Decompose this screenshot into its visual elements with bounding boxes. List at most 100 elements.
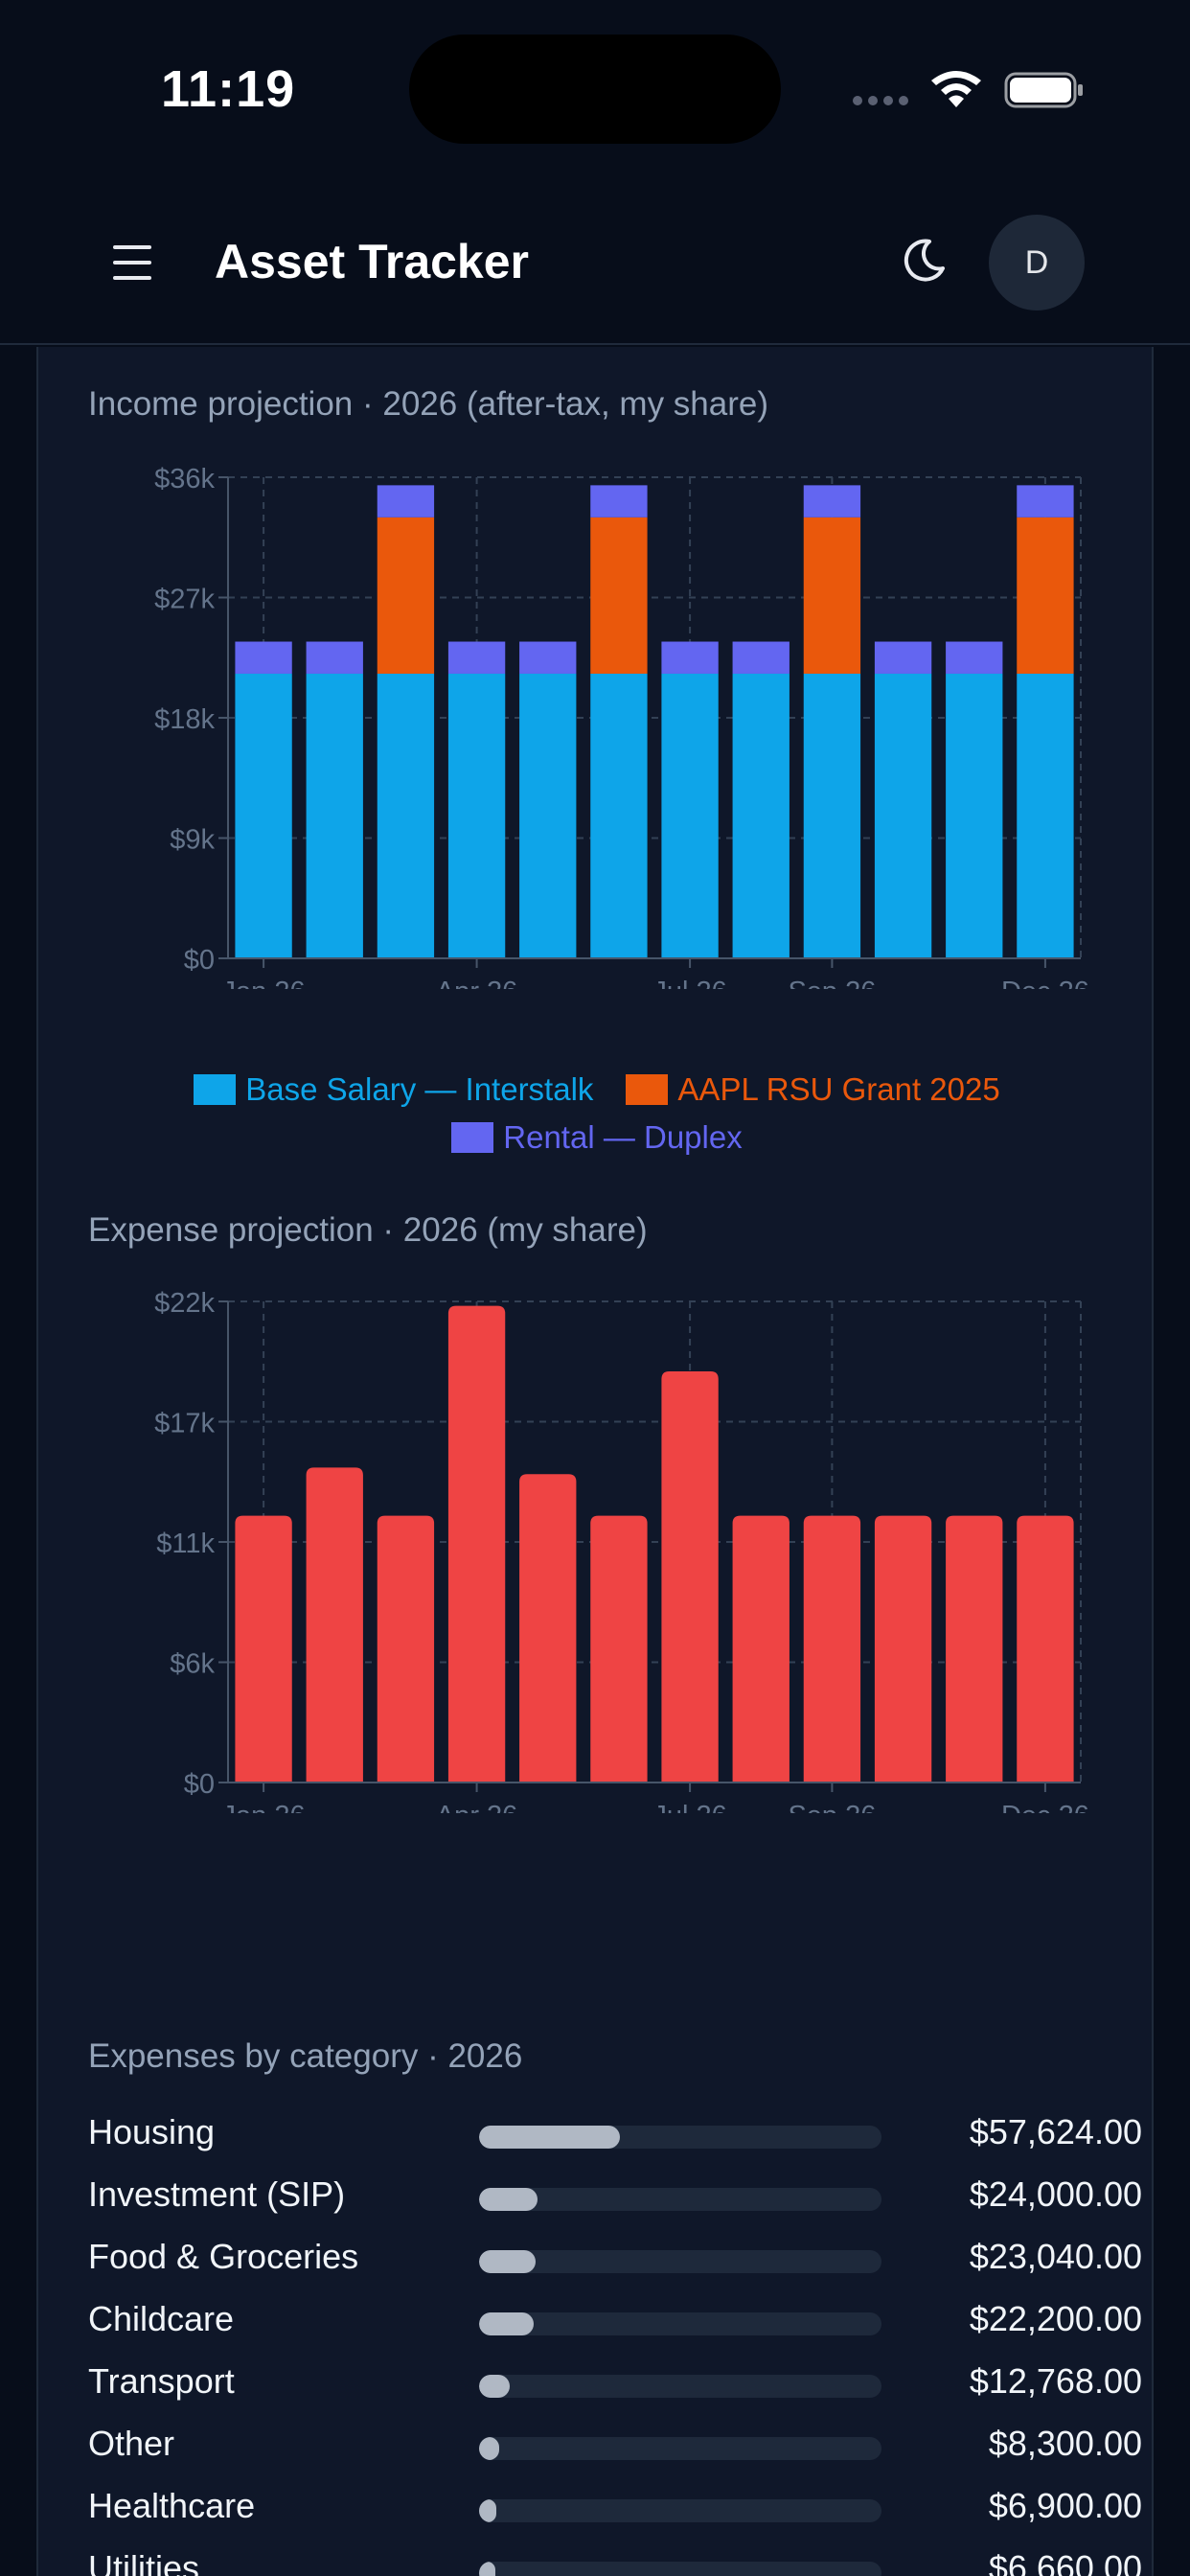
x-tick-label: Jan 26 bbox=[222, 977, 306, 989]
y-tick-label: $18k bbox=[154, 704, 215, 735]
bar-segment[interactable] bbox=[946, 641, 1003, 674]
user-avatar[interactable]: D bbox=[989, 215, 1085, 310]
x-tick-label: Jul 26 bbox=[652, 1801, 726, 1813]
bar-segment[interactable] bbox=[590, 517, 648, 674]
x-tick-label: Jan 26 bbox=[222, 1801, 306, 1813]
expense-chart-title: Expense projection · 2026 (my share) bbox=[88, 1211, 648, 1249]
x-tick-label: Dec 26 bbox=[1001, 1801, 1089, 1813]
legend-label: Rental — Duplex bbox=[503, 1119, 743, 1155]
app-header: Asset Tracker D bbox=[0, 182, 1190, 345]
bar-segment[interactable] bbox=[874, 641, 932, 674]
bar-segment[interactable] bbox=[377, 673, 435, 958]
bar[interactable] bbox=[661, 1371, 719, 1782]
category-bar-track bbox=[479, 2499, 881, 2522]
category-bar-fill bbox=[479, 2188, 538, 2211]
bar-segment[interactable] bbox=[590, 673, 648, 958]
legend-item-aapl-rsu[interactable]: AAPL RSU Grant 2025 bbox=[626, 1071, 1000, 1108]
category-bar-track bbox=[479, 2437, 881, 2460]
legend-swatch bbox=[451, 1122, 494, 1153]
category-value: $57,624.00 bbox=[969, 2112, 1142, 2151]
x-tick-label: Apr 26 bbox=[436, 1801, 517, 1813]
bar-segment[interactable] bbox=[590, 485, 648, 518]
category-row[interactable]: Transport $12,768.00 bbox=[88, 2350, 1142, 2412]
category-bar-track bbox=[479, 2312, 881, 2335]
bar-segment[interactable] bbox=[447, 673, 506, 958]
status-time: 11:19 bbox=[161, 60, 296, 118]
bar[interactable] bbox=[590, 1515, 648, 1782]
category-bar-track bbox=[479, 2562, 881, 2576]
category-row[interactable]: Other $8,300.00 bbox=[88, 2412, 1142, 2474]
category-bar-track bbox=[479, 2375, 881, 2398]
app-title: Asset Tracker bbox=[215, 235, 530, 288]
category-bar-track bbox=[479, 2188, 881, 2211]
bar-segment[interactable] bbox=[235, 673, 292, 958]
category-row[interactable]: Healthcare $6,900.00 bbox=[88, 2474, 1142, 2537]
category-bar-track bbox=[479, 2126, 881, 2149]
category-row[interactable]: Childcare $22,200.00 bbox=[88, 2288, 1142, 2350]
bar-segment[interactable] bbox=[1017, 485, 1074, 518]
cellular-signal-icon bbox=[853, 96, 908, 105]
category-value: $8,300.00 bbox=[988, 2424, 1142, 2463]
category-label: Healthcare bbox=[88, 2486, 256, 2525]
bar-segment[interactable] bbox=[519, 673, 577, 958]
dashboard-content: Income projection · 2026 (after-tax, my … bbox=[36, 347, 1154, 2576]
category-row[interactable]: Food & Groceries $23,040.00 bbox=[88, 2225, 1142, 2288]
bar[interactable] bbox=[306, 1467, 363, 1782]
wifi-icon bbox=[931, 71, 981, 107]
category-value: $12,768.00 bbox=[969, 2361, 1142, 2401]
bar-segment[interactable] bbox=[306, 641, 363, 674]
category-row[interactable]: Investment (SIP) $24,000.00 bbox=[88, 2163, 1142, 2225]
category-label: Housing bbox=[88, 2112, 216, 2151]
bar-segment[interactable] bbox=[946, 673, 1003, 958]
categories-title: Expenses by category · 2026 bbox=[88, 2037, 523, 2075]
y-tick-label: $11k bbox=[156, 1529, 215, 1559]
bar-segment[interactable] bbox=[803, 485, 861, 518]
bar[interactable] bbox=[1017, 1515, 1074, 1782]
bar-segment[interactable] bbox=[447, 641, 506, 674]
y-tick-label: $9k bbox=[170, 825, 215, 856]
bar[interactable] bbox=[519, 1474, 577, 1782]
bar-segment[interactable] bbox=[732, 641, 790, 674]
category-label: Other bbox=[88, 2424, 175, 2463]
bar-segment[interactable] bbox=[519, 641, 577, 674]
bar[interactable] bbox=[377, 1515, 435, 1782]
bar-segment[interactable] bbox=[661, 673, 719, 958]
x-tick-label: Sep 26 bbox=[788, 1801, 876, 1813]
y-tick-label: $22k bbox=[154, 1288, 215, 1319]
income-legend: Base Salary — Interstalk AAPL RSU Grant … bbox=[38, 1066, 1156, 1162]
bar[interactable] bbox=[946, 1515, 1003, 1782]
category-row[interactable]: Utilities $6,660.00 bbox=[88, 2537, 1142, 2576]
bar-segment[interactable] bbox=[803, 517, 861, 674]
theme-toggle-moon-icon[interactable] bbox=[895, 232, 952, 289]
legend-item-rental-duplex[interactable]: Rental — Duplex bbox=[451, 1119, 743, 1156]
category-label: Childcare bbox=[88, 2299, 235, 2338]
bar-segment[interactable] bbox=[803, 673, 861, 958]
bar[interactable] bbox=[803, 1515, 861, 1782]
menu-button[interactable] bbox=[113, 243, 155, 282]
bar-segment[interactable] bbox=[377, 517, 435, 674]
bar[interactable] bbox=[235, 1515, 292, 1782]
bar-segment[interactable] bbox=[874, 673, 932, 958]
bar[interactable] bbox=[732, 1515, 790, 1782]
y-tick-label: $0 bbox=[184, 1769, 215, 1800]
bar-segment[interactable] bbox=[377, 485, 435, 518]
bar-segment[interactable] bbox=[732, 673, 790, 958]
bar-segment[interactable] bbox=[661, 641, 719, 674]
category-bar-fill bbox=[479, 2437, 499, 2460]
y-tick-label: $36k bbox=[154, 464, 215, 494]
category-label: Food & Groceries bbox=[88, 2237, 359, 2276]
category-value: $6,900.00 bbox=[988, 2486, 1142, 2525]
category-row[interactable]: Housing $57,624.00 bbox=[88, 2101, 1142, 2163]
legend-item-base-salary[interactable]: Base Salary — Interstalk bbox=[194, 1071, 593, 1108]
y-tick-label: $0 bbox=[184, 945, 215, 976]
category-bar-track bbox=[479, 2250, 881, 2273]
category-value: $22,200.00 bbox=[969, 2299, 1142, 2338]
bar[interactable] bbox=[874, 1515, 932, 1782]
y-tick-label: $27k bbox=[154, 585, 215, 615]
bar-segment[interactable] bbox=[1017, 517, 1074, 674]
bar[interactable] bbox=[447, 1305, 506, 1782]
x-tick-label: Dec 26 bbox=[1001, 977, 1089, 989]
bar-segment[interactable] bbox=[235, 641, 292, 674]
bar-segment[interactable] bbox=[1017, 673, 1074, 958]
bar-segment[interactable] bbox=[306, 673, 363, 958]
